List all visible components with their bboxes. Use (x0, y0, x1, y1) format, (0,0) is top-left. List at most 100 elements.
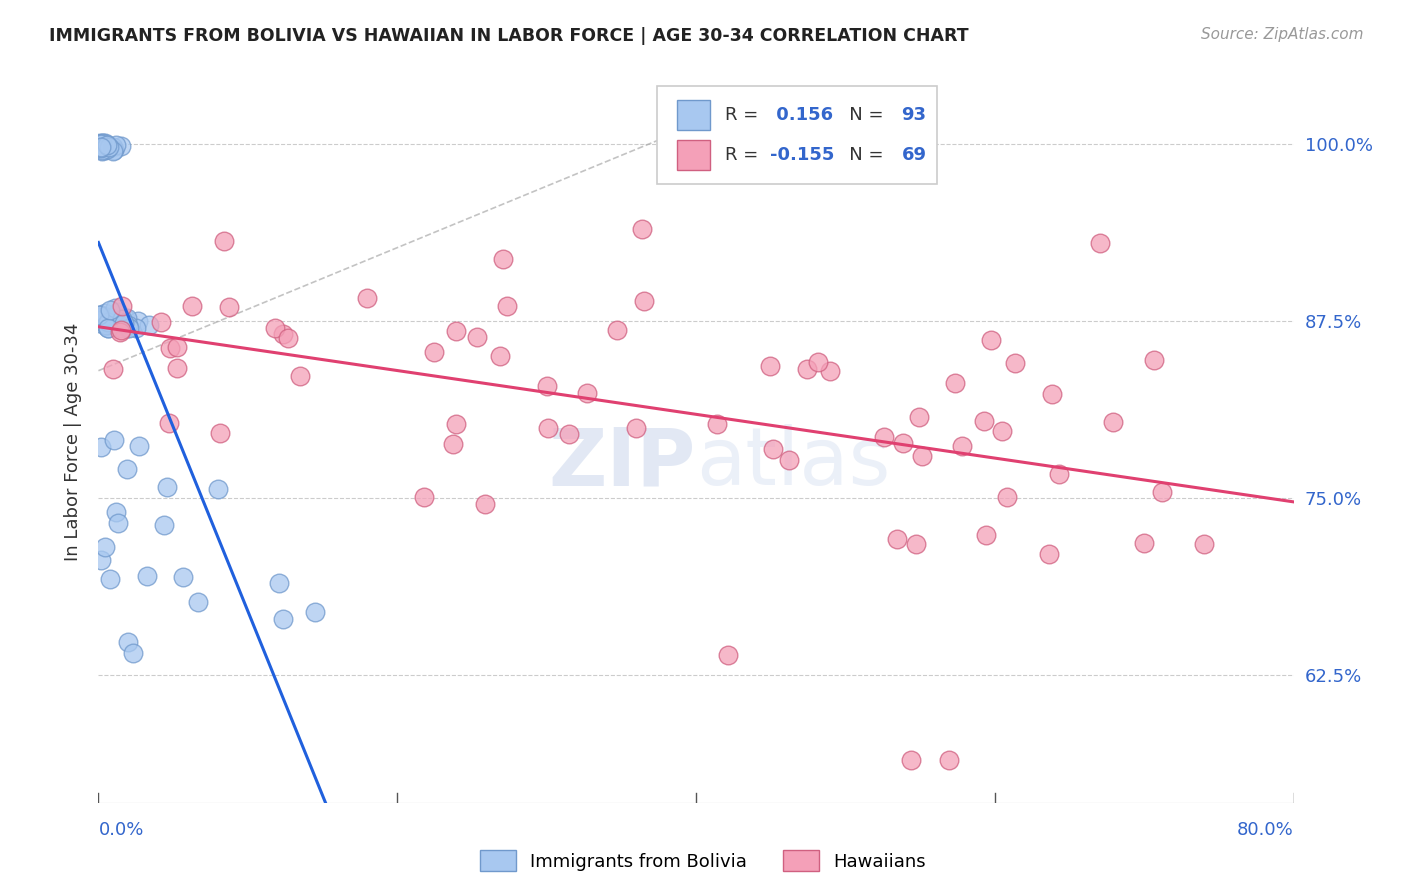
Point (96, 142, 118, 156)
Point (1132, 536, 1154, 550)
Point (90, 141, 112, 155)
Point (110, 325, 132, 339)
Point (111, 312, 134, 326)
Point (633, 293, 655, 308)
Point (908, 410, 931, 425)
Point (89, 308, 111, 322)
Point (938, 753, 960, 767)
Text: Source: ZipAtlas.com: Source: ZipAtlas.com (1201, 27, 1364, 42)
Point (110, 323, 132, 337)
Point (111, 299, 134, 313)
Point (105, 138, 128, 153)
Point (125, 321, 148, 335)
Point (91, 138, 114, 153)
Point (304, 605, 326, 619)
Point (94, 311, 117, 326)
Point (91, 140, 114, 154)
Point (807, 355, 830, 369)
Point (94, 318, 117, 333)
Point (117, 635, 139, 649)
Point (87, 140, 110, 154)
Point (98, 572, 121, 586)
Point (89, 140, 111, 154)
Point (96, 142, 118, 156)
Point (1047, 467, 1070, 481)
Point (104, 301, 127, 315)
Point (624, 421, 647, 435)
Point (156, 480, 179, 494)
Point (98, 303, 121, 318)
Point (943, 376, 966, 390)
Point (90, 140, 112, 154)
Point (128, 439, 150, 453)
Point (98, 310, 121, 325)
Text: N =: N = (832, 145, 890, 164)
Point (91, 144, 114, 158)
Point (89, 136, 111, 151)
Y-axis label: In Labor Force | Age 30-34: In Labor Force | Age 30-34 (63, 322, 82, 561)
Point (910, 450, 932, 464)
Point (1088, 236, 1111, 251)
Point (101, 139, 124, 153)
Point (89, 316, 111, 330)
Point (117, 319, 139, 334)
Point (118, 321, 141, 335)
Point (157, 416, 180, 430)
Text: IMMIGRANTS FROM BOLIVIA VS HAWAIIAN IN LABOR FORCE | AGE 30-34 CORRELATION CHART: IMMIGRANTS FROM BOLIVIA VS HAWAIIAN IN L… (49, 27, 969, 45)
Point (87, 308, 110, 322)
Point (138, 318, 160, 332)
Point (115, 310, 138, 325)
Legend: Immigrants from Bolivia, Hawaiians: Immigrants from Bolivia, Hawaiians (472, 843, 934, 879)
Point (149, 315, 172, 329)
Point (762, 442, 785, 456)
Point (90, 552, 112, 566)
Point (153, 517, 176, 532)
Text: ZIP: ZIP (548, 425, 696, 502)
Point (90, 309, 112, 323)
FancyBboxPatch shape (657, 86, 938, 184)
Text: 93: 93 (901, 106, 927, 124)
Point (91, 136, 114, 151)
Point (91, 136, 114, 150)
Point (110, 321, 132, 335)
Point (107, 304, 129, 318)
Point (576, 385, 599, 400)
Point (218, 300, 240, 314)
Point (89, 138, 111, 153)
Point (103, 434, 125, 448)
Point (127, 314, 149, 328)
Point (172, 570, 194, 584)
Point (91, 139, 114, 153)
Point (606, 323, 628, 337)
Point (1150, 484, 1173, 499)
Point (100, 312, 122, 326)
Point (873, 430, 896, 444)
Point (87, 139, 110, 153)
Point (717, 648, 740, 662)
Point (277, 331, 299, 345)
Text: 0.156: 0.156 (770, 106, 834, 124)
Point (441, 436, 464, 450)
Point (87, 138, 110, 153)
Point (97, 137, 120, 152)
Point (271, 611, 294, 625)
Point (103, 144, 125, 158)
Point (444, 324, 467, 338)
Point (444, 417, 467, 431)
Text: 69: 69 (901, 145, 927, 164)
Point (107, 516, 129, 530)
Point (98, 317, 121, 331)
Point (114, 311, 136, 326)
Point (489, 350, 512, 364)
Point (97, 321, 120, 335)
Point (98, 310, 121, 325)
Point (101, 362, 124, 376)
Point (900, 753, 922, 767)
Point (465, 329, 488, 343)
Point (107, 318, 129, 332)
Text: R =: R = (724, 145, 763, 164)
Point (89, 140, 111, 154)
Point (90, 440, 112, 454)
Point (97, 321, 120, 335)
Point (90, 140, 112, 154)
